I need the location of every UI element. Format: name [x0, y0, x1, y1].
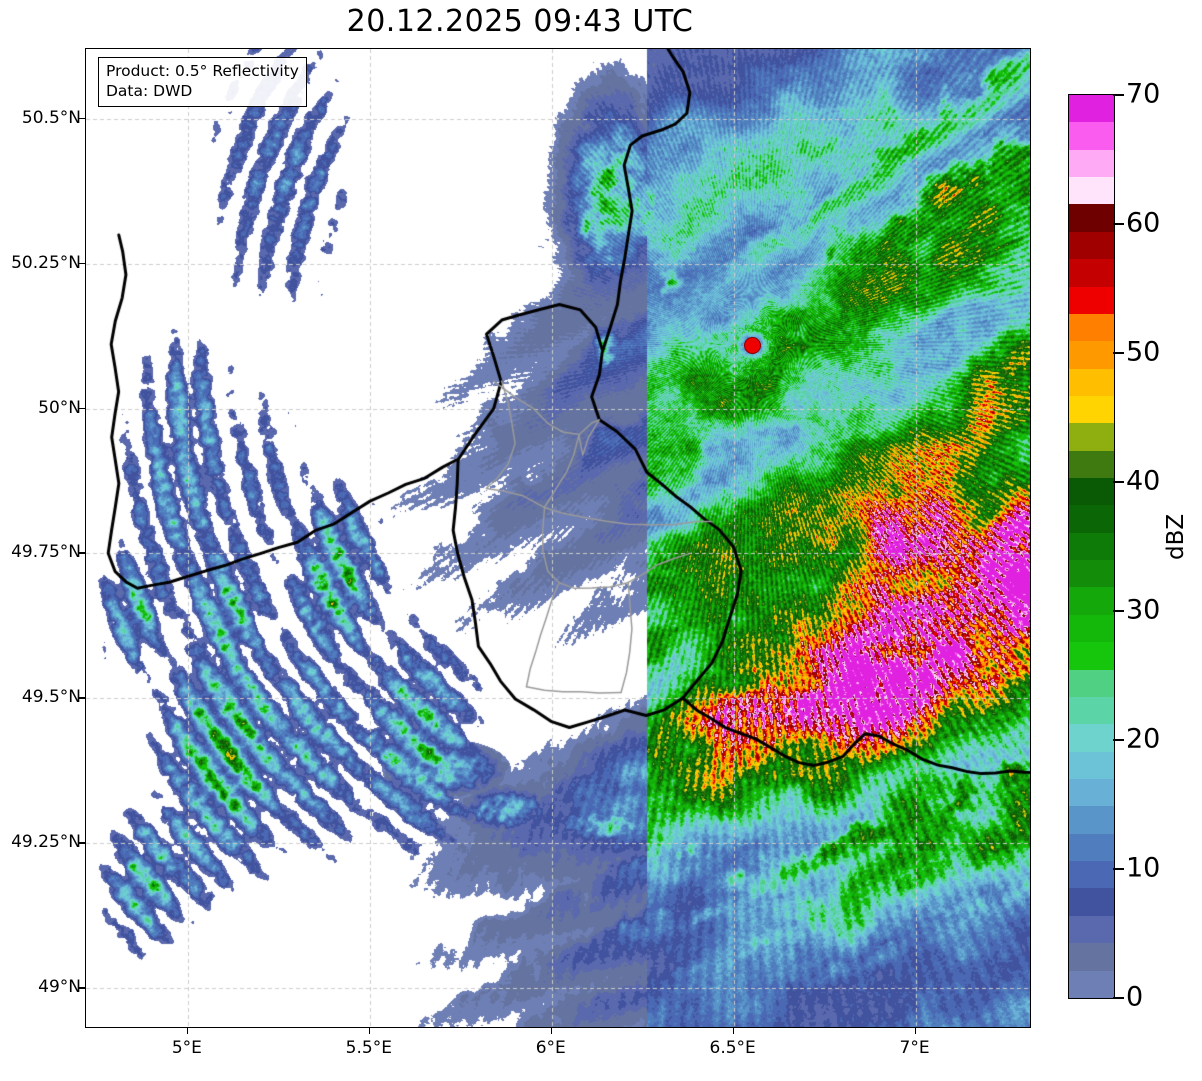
y-axis-tick-label: 49.25°N: [11, 832, 81, 853]
colorbar-tick-label: 60: [1126, 207, 1161, 239]
colorbar-band: [1069, 861, 1114, 889]
colorbar-tick-label: 10: [1126, 852, 1161, 884]
y-axis-tick-label: 49.75°N: [11, 542, 81, 563]
y-axis-tick-mark: [79, 262, 85, 264]
colorbar-band: [1069, 368, 1114, 396]
colorbar-tick-mark: [1113, 610, 1124, 612]
colorbar-band: [1069, 970, 1114, 998]
y-axis-tick-label: 50°N: [38, 397, 81, 418]
y-axis-tick-mark: [79, 117, 85, 119]
colorbar-band: [1069, 177, 1114, 205]
y-axis-tick-label: 50.5°N: [21, 107, 81, 128]
x-axis-tick-label: 5.5°E: [345, 1038, 392, 1058]
colorbar-band: [1069, 943, 1114, 971]
colorbar-band: [1069, 696, 1114, 725]
colorbar-tick-mark: [1113, 997, 1124, 999]
colorbar-tick-mark: [1113, 481, 1124, 483]
colorbar-band: [1069, 341, 1114, 369]
y-axis-tick-mark: [79, 697, 85, 699]
colorbar-band: [1069, 888, 1114, 916]
colorbar-tick-mark: [1113, 352, 1124, 354]
colorbar-title: dBZ: [1163, 513, 1189, 560]
colorbar-band: [1069, 778, 1114, 807]
colorbar-band: [1069, 751, 1114, 779]
x-axis-tick-mark: [550, 1028, 553, 1034]
colorbar-band: [1069, 724, 1114, 752]
colorbar-band: [1069, 505, 1114, 533]
colorbar-tick-label: 50: [1126, 336, 1161, 368]
x-axis-tick-mark: [368, 1028, 371, 1034]
x-axis-tick-mark: [914, 1028, 916, 1034]
x-axis-tick-label: 6.5°E: [709, 1038, 756, 1058]
product-info-box: Product: 0.5° Reflectivity Data: DWD: [98, 57, 307, 107]
colorbar-band: [1069, 95, 1114, 123]
colorbar-band: [1069, 423, 1114, 451]
y-axis-tick-label: 50.25°N: [11, 252, 81, 273]
x-axis-tick-mark: [186, 1028, 189, 1034]
x-axis-tick-mark: [732, 1028, 735, 1034]
colorbar-band: [1069, 204, 1114, 232]
y-axis-tick-mark: [79, 407, 85, 409]
colorbar-band: [1069, 313, 1114, 342]
y-axis-tick-label: 49.5°N: [21, 687, 81, 708]
colorbar-band: [1069, 532, 1114, 561]
colorbar-band: [1069, 450, 1114, 479]
colorbar-tick-mark: [1113, 223, 1124, 225]
colorbar-band: [1069, 669, 1114, 697]
y-axis-tick-label: 49°N: [38, 977, 81, 998]
data-source-line: Data: DWD: [106, 82, 193, 101]
colorbar-band: [1069, 587, 1114, 615]
x-axis-tick-label: 6°E: [535, 1038, 566, 1058]
colorbar-band: [1069, 286, 1114, 314]
colorbar-tick-label: 70: [1126, 78, 1161, 110]
colorbar-band: [1069, 915, 1114, 944]
x-axis-tick-label: 5°E: [171, 1038, 202, 1058]
page-title: 20.12.2025 09:43 UTC: [346, 4, 694, 39]
colorbar-band: [1069, 833, 1114, 862]
radar-site-marker[interactable]: [744, 337, 762, 355]
colorbar-band: [1069, 614, 1114, 643]
colorbar-band: [1069, 560, 1114, 588]
colorbar-band: [1069, 806, 1114, 834]
colorbar-band: [1069, 642, 1114, 670]
colorbar-band: [1069, 122, 1114, 150]
colorbar-tick-mark: [1113, 94, 1124, 96]
colorbar-band: [1069, 478, 1114, 506]
colorbar[interactable]: [1068, 94, 1115, 999]
colorbar-tick-label: 40: [1126, 465, 1161, 497]
colorbar-band: [1069, 231, 1114, 260]
y-axis-tick-mark: [79, 842, 85, 844]
colorbar-tick-label: 30: [1126, 594, 1161, 626]
colorbar-band: [1069, 395, 1114, 424]
colorbar-tick-label: 20: [1126, 723, 1161, 755]
radar-map-plot[interactable]: Product: 0.5° Reflectivity Data: DWD: [85, 48, 1031, 1028]
y-axis-tick-mark: [79, 987, 85, 989]
country-borders-layer: [86, 49, 1030, 1027]
y-axis-tick-mark: [79, 552, 85, 554]
colorbar-tick-label: 0: [1126, 981, 1144, 1013]
colorbar-tick-mark: [1113, 868, 1124, 870]
product-line: Product: 0.5° Reflectivity: [106, 62, 299, 80]
colorbar-tick-mark: [1113, 739, 1124, 741]
x-axis-tick-label: 7°E: [899, 1038, 930, 1058]
colorbar-band: [1069, 149, 1114, 178]
colorbar-band: [1069, 259, 1114, 287]
